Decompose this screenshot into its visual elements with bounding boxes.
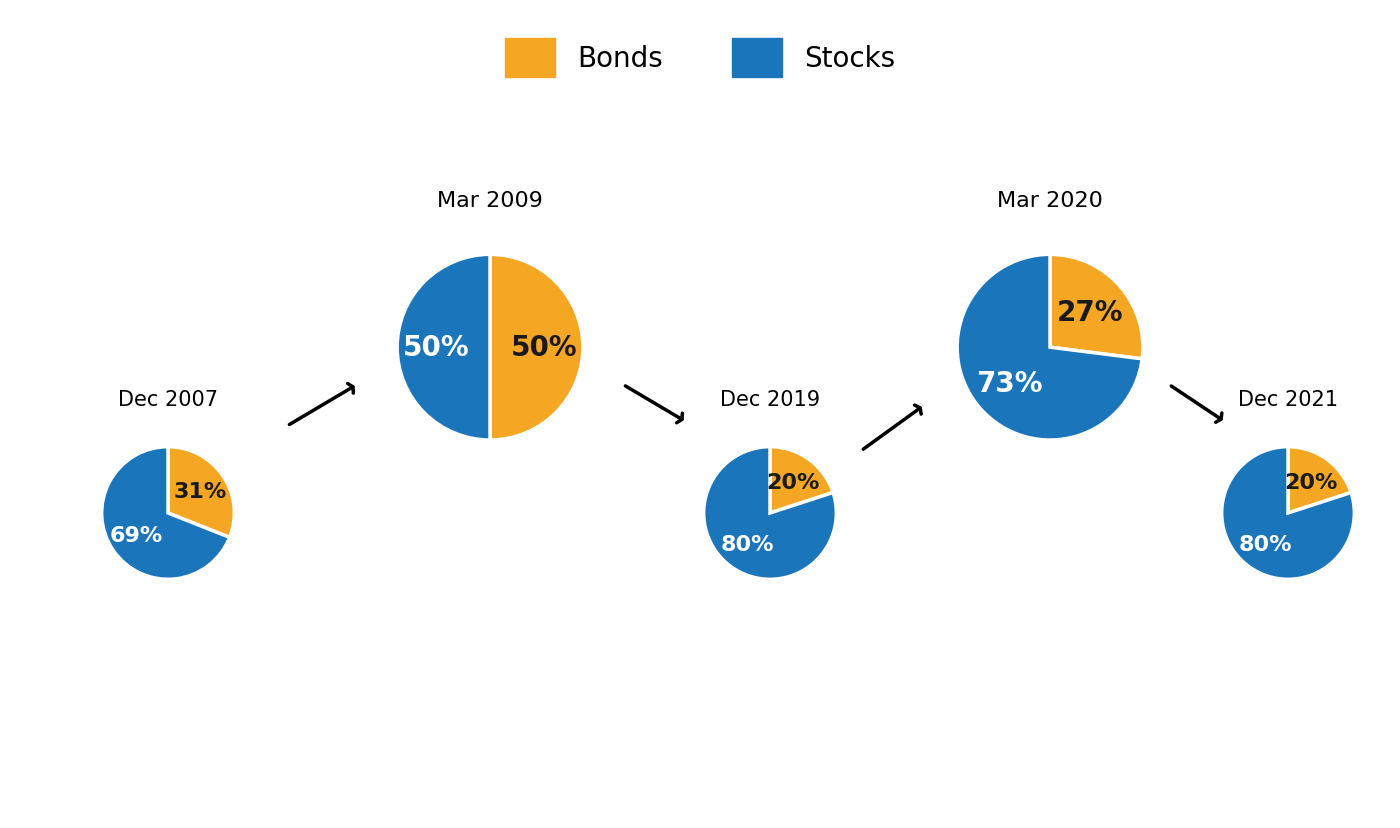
Wedge shape (490, 255, 582, 440)
Text: 27%: 27% (1057, 298, 1124, 326)
Wedge shape (1288, 447, 1351, 513)
Text: 80%: 80% (721, 534, 774, 555)
Text: Mar 2020: Mar 2020 (997, 191, 1103, 211)
Text: Mar 2009: Mar 2009 (437, 191, 543, 211)
Wedge shape (168, 447, 234, 537)
Text: Dec 2021: Dec 2021 (1238, 390, 1338, 410)
Text: 69%: 69% (109, 525, 162, 545)
Text: 31%: 31% (174, 482, 227, 502)
Wedge shape (398, 255, 490, 440)
Wedge shape (770, 447, 833, 513)
Text: 80%: 80% (1239, 534, 1292, 555)
Text: 20%: 20% (766, 472, 819, 493)
Text: Dec 2007: Dec 2007 (118, 390, 218, 410)
Wedge shape (102, 447, 230, 580)
Wedge shape (958, 255, 1142, 440)
Text: Dec 2019: Dec 2019 (720, 390, 820, 410)
Legend: Bonds, Stocks: Bonds, Stocks (504, 39, 896, 78)
Wedge shape (704, 447, 836, 580)
Wedge shape (1222, 447, 1354, 580)
Text: 50%: 50% (511, 334, 577, 362)
Wedge shape (1050, 255, 1142, 359)
Text: 50%: 50% (403, 334, 469, 362)
Text: 20%: 20% (1284, 472, 1337, 493)
Text: 73%: 73% (976, 369, 1043, 397)
